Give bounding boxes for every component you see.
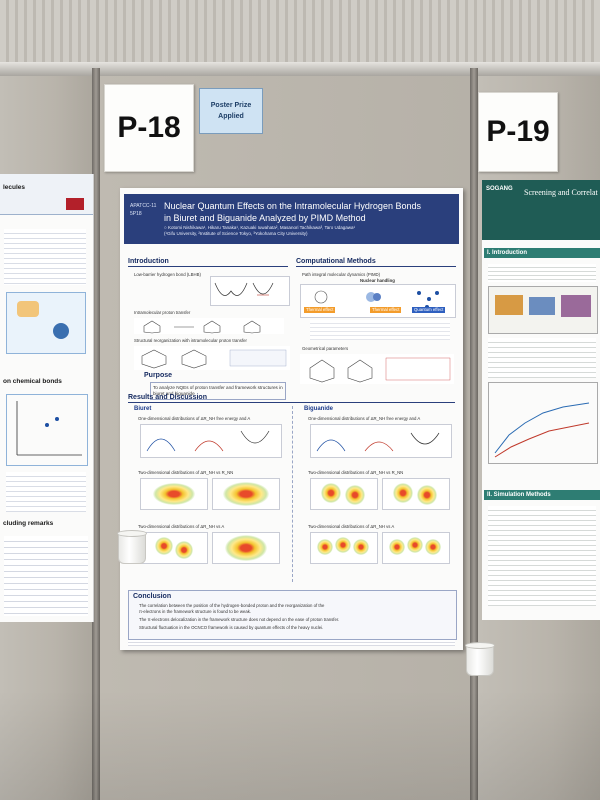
conclusion-heading: Conclusion [133,593,172,600]
conclusion-box: Conclusion The correlation between the p… [128,590,457,640]
biuret-2d-map-quantum [212,478,280,510]
intro-item-2: Intramolecular proton transfer [134,310,191,315]
left-poster-text-block [6,472,86,512]
poster-code-1: APATCC-11 [130,203,157,209]
intro-item-3: Structural reorganization with intramole… [134,338,247,343]
conclusion-line-3: The π-electrons delocalization in the fr… [139,617,340,622]
left-poster-text-block [4,536,88,616]
biguanide-2d-map-a-classical [310,532,378,564]
purpose-text: To analyze NQEs of proton transfer and f… [150,382,286,400]
methods-tag-2: Thermal effect [370,307,402,313]
references [128,640,455,646]
poster-affiliations: (¹Gifu University, ²Institute of Science… [164,231,308,236]
board-divider-pole [470,68,478,800]
biguanide-2d-map-quantum [382,478,450,510]
results-heading: Results and Discussion [128,394,455,403]
purpose-heading: Purpose [144,372,173,379]
biuret-1d-plots [140,424,282,458]
reorganization-figure [134,346,290,370]
right-poster-text-block [488,506,596,606]
biguanide-heading: Biguanide [304,406,334,412]
left-poster-plot [6,394,88,466]
biuret-2d-map-classical [140,478,208,510]
right-poster-text-block [488,264,596,282]
poster-title: Nuclear Quantum Effects on the Intramole… [164,200,454,224]
biguanide-2d-map-classical [310,478,378,510]
biguanide-1d-plots [310,424,452,458]
right-poster-text-block [488,338,596,378]
biuret-2d-map-a-classical [140,532,208,564]
methods-item-2: Geometrical parameters [302,346,349,351]
poster-code: APATCC-11 5P18 [130,202,156,218]
right-poster-plots [488,382,598,464]
biuret-item-3: Two-dimensional distributions of ΔR_NH v… [138,524,225,529]
left-poster-heading-2: on chemical bonds [3,378,62,385]
right-poster-section-2: II. Simulation Methods [484,490,600,500]
geometric-parameters-figure [300,354,454,384]
board-label-p18: P-18 [104,84,194,172]
poster-authors: ○ Kotomi Nishikawa¹, Hikaru Tanaka¹, Kaz… [164,225,454,237]
poster-header: APATCC-11 5P18 Nuclear Quantum Effects o… [124,194,459,244]
left-poster-figure [6,292,86,354]
left-poster-text-block [4,229,86,285]
poster-code-2: 5P18 [130,211,142,217]
right-poster-section-1: I. Introduction [484,248,600,258]
biguanide-item-2: Two-dimensional distributions of ΔR_NH v… [308,470,404,475]
biuret-heading: Biuret [134,406,152,412]
conclusion-line-2: π-electrons in the framework structure i… [139,609,252,614]
proton-transfer-scheme [134,318,284,334]
conclusion-line-4: Structural fluctuation in the OCNCO fram… [139,625,324,630]
results-divider [292,406,293,582]
biguanide-item-1: One-dimensional distributions of ΔR_NH f… [308,416,421,421]
prize-line2: Applied [218,113,244,120]
poster-prize-tag: Poster Prize Applied [199,88,263,134]
methods-subheading: Nuclear handling [360,278,395,283]
methods-heading: Computational Methods [296,258,456,267]
board-divider-pole [92,68,100,800]
intro-item-1: Low-barrier hydrogen bond (LBHB) [134,272,201,277]
methods-item-1: Path integral molecular dynamics (PIMD) [302,272,381,277]
right-poster-figure [488,286,598,334]
methods-parameter-table [310,320,450,340]
methods-tag-1: Thermal effect [304,307,336,313]
methods-tag-3: Quantum effect [412,307,446,313]
board-label-p19: P-19 [478,92,558,172]
top-rail [0,62,600,76]
biuret-item-1: One-dimensional distributions of ΔR_NH f… [138,416,251,421]
poster-title-line2: in Biuret and Biguanide Analyzed by PIMD… [164,213,366,223]
left-poster-heading-3: cluding remarks [3,520,54,527]
left-poster-logo [66,198,84,210]
right-poster-header: SOGANG Screening and Correlat [482,180,600,240]
poster-author-list: ○ Kotomi Nishikawa¹, Hikaru Tanaka¹, Kaz… [164,225,356,230]
right-poster-title: Screening and Correlat [524,188,598,197]
paper-cup-left [117,530,147,564]
biuret-2d-map-a-quantum [212,532,280,564]
biguanide-2d-map-a-quantum [382,532,450,564]
conclusion-line-1: The correlation between the position of … [139,603,325,608]
prize-line1: Poster Prize [210,102,252,109]
right-poster-university: SOGANG [486,186,513,192]
right-neighbor-poster: SOGANG Screening and Correlat I. Introdu… [482,180,600,620]
biuret-item-2: Two-dimensional distributions of ΔR_NH v… [138,470,234,475]
biguanide-item-3: Two-dimensional distributions of ΔR_NH v… [308,524,395,529]
main-poster: APATCC-11 5P18 Nuclear Quantum Effects o… [120,188,463,650]
ceiling [0,0,600,65]
poster-title-line1: Nuclear Quantum Effects on the Intramole… [164,201,421,211]
lbhb-energy-figure [210,276,290,306]
left-neighbor-poster: lecules on chemical bonds cluding remark… [0,174,94,622]
left-poster-heading-1: lecules [3,184,26,191]
paper-cup-right [465,642,495,676]
lower-shadow [0,690,600,800]
intro-heading: Introduction [128,258,288,267]
